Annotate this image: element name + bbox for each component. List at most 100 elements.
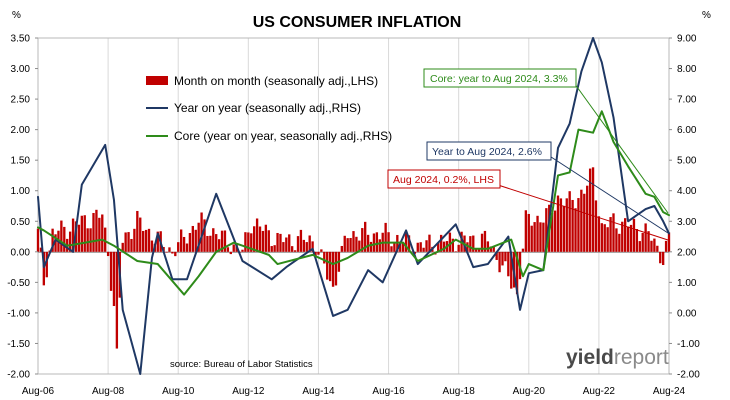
bar-month [428, 234, 431, 252]
chart-title: US CONSUMER INFLATION [253, 14, 462, 31]
bar-month [302, 239, 306, 252]
bar-month [206, 235, 209, 252]
bar-month [328, 251, 332, 282]
bar-month [127, 232, 130, 252]
bar-month [504, 251, 507, 262]
bar-month [124, 232, 127, 252]
x-tick-label: Aug-16 [372, 386, 405, 397]
bar-month [45, 251, 48, 278]
left-tick-label: -1.00 [7, 308, 30, 319]
bar-month [378, 239, 381, 252]
bar-month [144, 229, 148, 252]
bar-month [507, 251, 510, 277]
right-tick-label: 8.00 [677, 64, 697, 75]
bar-month [577, 198, 580, 252]
bar-month [495, 251, 498, 260]
right-tick-label: 1.00 [677, 278, 697, 289]
bar-month [185, 243, 189, 252]
bar-month [369, 241, 373, 252]
left-tick-label: -1.50 [7, 339, 30, 350]
bar-month [448, 232, 452, 252]
bar-month [253, 226, 256, 252]
bar-month [95, 209, 98, 252]
bar-month [42, 251, 46, 286]
bar-month [437, 242, 440, 252]
right-tick-label: -1.00 [677, 339, 700, 350]
bar-month [217, 239, 221, 252]
bar-month [366, 234, 370, 252]
bar-month [98, 217, 101, 252]
svg-text:yieldreport: yieldreport [566, 346, 669, 369]
bar-month [349, 238, 352, 252]
bar-month [393, 241, 396, 252]
bar-month [439, 234, 443, 252]
bar-month [399, 241, 402, 252]
bar-month [618, 233, 621, 252]
bar-month [536, 215, 539, 252]
bar-month [109, 251, 113, 291]
bar-month [539, 222, 542, 252]
x-tick-label: Aug-20 [513, 386, 546, 397]
bar-month [422, 247, 425, 252]
bar-month [305, 242, 308, 252]
bar-month [442, 241, 446, 252]
left-tick-label: 3.50 [11, 34, 31, 45]
bar-month [147, 228, 151, 252]
bar-month [250, 233, 253, 252]
bar-month [340, 245, 343, 252]
x-tick-label: Aug-18 [443, 386, 476, 397]
bar-month [419, 242, 422, 252]
bar-month [644, 223, 647, 252]
bar-month [407, 235, 411, 252]
annotation-core: Core: year to Aug 2024, 3.3% [423, 68, 669, 214]
bar-month [358, 240, 361, 252]
left-tick-label: -2.00 [7, 370, 30, 381]
bar-month [320, 249, 323, 252]
bar-month [83, 215, 86, 252]
x-tick-label: Aug-24 [653, 386, 686, 397]
bar-month [659, 251, 662, 264]
bar-month [574, 208, 577, 252]
right-tick-label: -2.00 [677, 370, 700, 381]
bar-month [165, 251, 168, 253]
left-tick-label: 0.50 [11, 217, 31, 228]
bar-month [130, 238, 133, 252]
bar-month [664, 240, 668, 252]
legend-swatch-mom [146, 76, 168, 85]
right-tick-label: 9.00 [677, 34, 697, 45]
right-tick-label: 3.00 [677, 217, 697, 228]
bar-month [501, 251, 504, 266]
bar-month [492, 246, 495, 252]
bar-month [635, 229, 639, 252]
bar-month [150, 240, 154, 252]
bar-month [521, 248, 525, 252]
bar-month [241, 249, 244, 252]
right-tick-label: 2.00 [677, 247, 697, 258]
bar-month [68, 231, 72, 252]
bar-month [191, 225, 194, 252]
year-on-year-lines [37, 37, 670, 375]
left-axis-unit: % [12, 10, 21, 21]
bar-month [317, 251, 320, 255]
bar-month [624, 218, 627, 252]
annotation-mom-text: Aug 2024, 0.2%, LHS [393, 174, 494, 186]
bar-month [182, 236, 186, 252]
bar-month [632, 218, 636, 252]
bar-month [661, 251, 665, 266]
bar-month [480, 233, 484, 252]
bar-month [215, 234, 218, 252]
bar-month [588, 168, 592, 252]
bar-month [197, 222, 200, 252]
legend-label-mom: Month on month (seasonally adj.,LHS) [174, 74, 378, 88]
bar-month [343, 235, 346, 252]
bar-month [355, 236, 358, 252]
bar-month [258, 226, 262, 252]
annotation-core-text: Core: year to Aug 2024, 3.3% [430, 73, 568, 85]
bar-month [104, 227, 107, 252]
bar-month [615, 228, 618, 252]
right-tick-label: 5.00 [677, 156, 697, 167]
bar-month [293, 250, 297, 252]
source-note: source: Bureau of Labor Statistics [170, 359, 313, 370]
left-tick-label: 1.50 [11, 156, 31, 167]
bar-month [177, 242, 180, 252]
